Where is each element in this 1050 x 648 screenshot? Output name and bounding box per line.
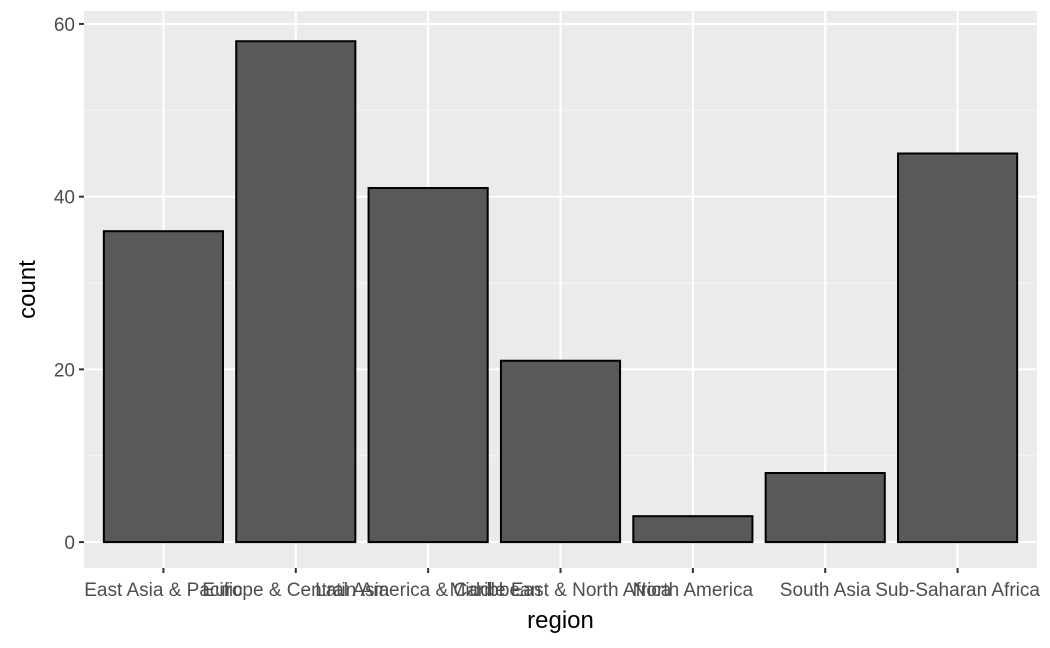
- x-tick-label: North America: [633, 580, 754, 601]
- bar-sub-saharan-africa: [897, 152, 1019, 544]
- y-tick-label: 20: [54, 360, 75, 381]
- x-tick-label: Sub-Saharan Africa: [875, 580, 1040, 601]
- bar-east-asia-pacific: [102, 230, 224, 544]
- bar-middle-east-north-africa: [499, 359, 622, 544]
- x-tick-label: East Asia & Pacific: [84, 580, 242, 601]
- x-tick-label: Middle East & North Africa: [450, 580, 672, 601]
- y-tick-label: 0: [64, 533, 75, 554]
- x-axis-title: region: [527, 607, 594, 634]
- x-tick-label: Latin America & Caribbean: [315, 580, 541, 601]
- bar-south-asia: [764, 472, 886, 544]
- y-axis-title: count: [14, 260, 41, 319]
- x-tick-label: Europe & Central Asia: [202, 580, 389, 601]
- bar-latin-america-caribbean: [367, 187, 489, 544]
- y-tick-label: 40: [54, 188, 75, 209]
- bar-north-america: [632, 515, 754, 544]
- bars: [102, 40, 1019, 544]
- y-tick-label: 60: [54, 15, 75, 36]
- x-tick-label: South Asia: [780, 580, 871, 601]
- bar-europe-central-asia: [235, 40, 357, 544]
- y-axis-ticks: 0 20 40 60: [54, 15, 84, 554]
